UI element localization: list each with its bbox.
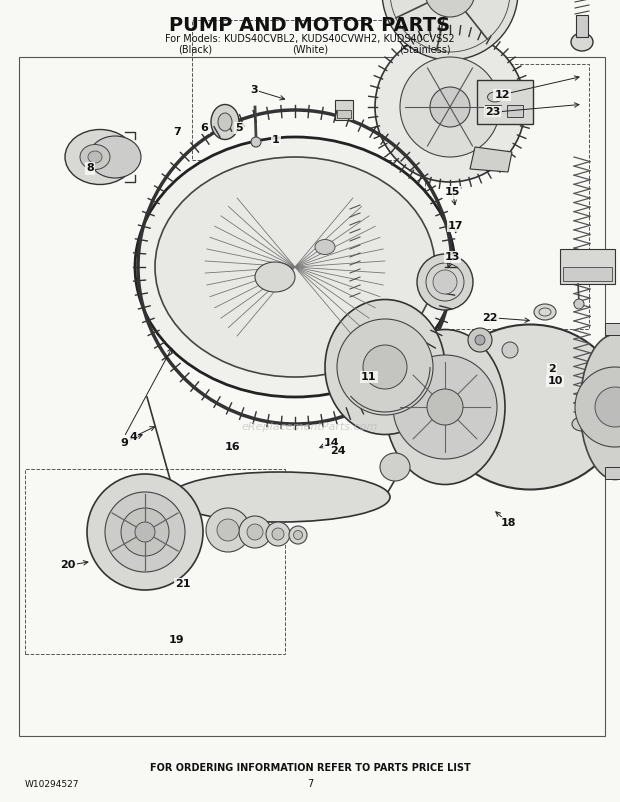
Text: 2: 2 xyxy=(548,364,556,374)
Text: 5: 5 xyxy=(235,124,242,133)
Circle shape xyxy=(400,57,500,157)
Text: For Models: KUDS40CVBL2, KUDS40CVWH2, KUDS40CVSS2: For Models: KUDS40CVBL2, KUDS40CVWH2, KU… xyxy=(165,34,455,44)
Text: (Stainless): (Stainless) xyxy=(399,45,451,55)
Bar xyxy=(335,100,353,120)
Bar xyxy=(560,249,615,284)
Text: 20: 20 xyxy=(61,561,76,570)
Text: 23: 23 xyxy=(485,107,500,117)
Circle shape xyxy=(393,355,497,459)
Circle shape xyxy=(121,508,169,556)
Bar xyxy=(485,105,501,117)
Circle shape xyxy=(272,528,284,540)
Text: 6: 6 xyxy=(201,124,208,133)
Circle shape xyxy=(502,342,518,358)
Text: 11: 11 xyxy=(361,372,376,382)
Circle shape xyxy=(425,0,475,17)
Ellipse shape xyxy=(572,417,592,431)
Text: 22: 22 xyxy=(482,313,497,322)
Circle shape xyxy=(266,522,290,546)
Circle shape xyxy=(575,367,620,447)
Text: 17: 17 xyxy=(448,221,463,231)
Bar xyxy=(425,64,589,329)
Text: 24: 24 xyxy=(330,446,346,456)
Ellipse shape xyxy=(385,330,505,484)
Ellipse shape xyxy=(218,113,232,131)
Text: 4: 4 xyxy=(130,432,137,442)
Text: 9: 9 xyxy=(120,438,128,448)
Circle shape xyxy=(135,522,155,542)
Ellipse shape xyxy=(255,262,295,292)
Circle shape xyxy=(293,530,303,540)
Circle shape xyxy=(475,335,485,345)
Text: W10294527: W10294527 xyxy=(25,780,79,789)
Text: 8: 8 xyxy=(86,164,94,173)
Circle shape xyxy=(430,87,470,127)
Bar xyxy=(576,15,588,37)
Circle shape xyxy=(433,270,457,294)
Bar xyxy=(605,323,620,335)
Text: 21: 21 xyxy=(175,579,190,589)
Circle shape xyxy=(375,32,525,182)
Circle shape xyxy=(217,519,239,541)
Bar xyxy=(337,110,351,118)
Circle shape xyxy=(363,345,407,389)
Text: PUMP AND MOTOR PARTS: PUMP AND MOTOR PARTS xyxy=(169,16,451,35)
Ellipse shape xyxy=(170,472,390,522)
Circle shape xyxy=(595,387,620,427)
Text: 16: 16 xyxy=(224,442,241,452)
Bar xyxy=(192,20,428,160)
Text: 7: 7 xyxy=(173,128,180,137)
Ellipse shape xyxy=(211,104,239,140)
Ellipse shape xyxy=(438,325,620,489)
Ellipse shape xyxy=(315,240,335,254)
Text: FOR ORDERING INFORMATION REFER TO PARTS PRICE LIST: FOR ORDERING INFORMATION REFER TO PARTS … xyxy=(149,764,471,773)
Text: 1: 1 xyxy=(272,136,280,145)
Circle shape xyxy=(206,508,250,552)
Text: (Black): (Black) xyxy=(178,45,213,55)
Ellipse shape xyxy=(135,137,455,397)
Ellipse shape xyxy=(380,453,410,481)
Ellipse shape xyxy=(88,151,102,163)
Bar xyxy=(19,57,604,736)
Bar xyxy=(477,80,533,124)
Circle shape xyxy=(382,0,518,60)
Bar xyxy=(507,105,523,117)
Polygon shape xyxy=(470,147,512,172)
Text: 15: 15 xyxy=(445,188,460,197)
Circle shape xyxy=(289,526,307,544)
Text: 12: 12 xyxy=(495,90,510,99)
Ellipse shape xyxy=(89,136,141,178)
Circle shape xyxy=(337,319,433,415)
Text: 3: 3 xyxy=(250,85,258,95)
Ellipse shape xyxy=(155,157,435,377)
Text: 7: 7 xyxy=(307,780,313,789)
Circle shape xyxy=(87,474,203,590)
Ellipse shape xyxy=(571,33,593,51)
Text: (White): (White) xyxy=(292,45,328,55)
Text: 13: 13 xyxy=(445,252,460,261)
Bar xyxy=(563,267,612,281)
Text: 18: 18 xyxy=(501,518,516,528)
Circle shape xyxy=(468,328,492,352)
Ellipse shape xyxy=(65,129,135,184)
Ellipse shape xyxy=(487,92,502,102)
Bar xyxy=(605,467,620,479)
Ellipse shape xyxy=(534,304,556,320)
Ellipse shape xyxy=(325,299,445,435)
Bar xyxy=(25,469,285,654)
Text: eReplacementParts.com: eReplacementParts.com xyxy=(242,422,378,431)
Text: 14: 14 xyxy=(324,438,340,448)
Circle shape xyxy=(105,492,185,572)
Circle shape xyxy=(427,389,463,425)
Circle shape xyxy=(574,299,584,309)
Ellipse shape xyxy=(80,144,110,169)
Ellipse shape xyxy=(580,334,620,480)
Circle shape xyxy=(417,254,473,310)
Circle shape xyxy=(239,516,271,548)
Text: 10: 10 xyxy=(547,376,562,386)
Text: 19: 19 xyxy=(169,635,185,645)
Circle shape xyxy=(247,524,263,540)
Circle shape xyxy=(251,137,261,147)
